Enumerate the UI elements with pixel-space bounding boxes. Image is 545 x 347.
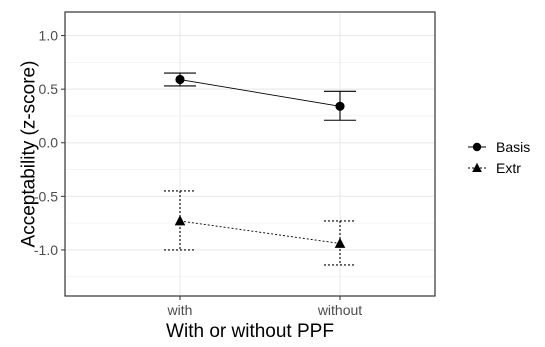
series-line-extr [179,220,341,244]
legend-label-extr: Extr [496,160,521,176]
data-point-extr [174,215,186,226]
data-marks [164,72,356,266]
panel-border [64,11,436,297]
x-axis-title: With or without PPF [166,321,334,342]
panel-background [65,12,435,296]
y-axis-title: Acceptability (z-score) [19,61,40,248]
data-point-basis [175,74,185,85]
series-extr [164,190,356,266]
plot-panel [64,11,436,297]
data-point-extr [334,237,346,248]
legend-label-basis: Basis [496,139,530,155]
legend-item-basis: Basis [468,139,530,155]
series-basis [164,72,356,121]
legend-marker-extr [472,162,482,172]
y-tick-label: 0.0 [39,135,59,151]
data-point-basis [335,101,345,111]
y-tick-label: -0.5 [34,188,58,204]
x-tick-label: with [167,302,193,318]
y-tick-label: 0.5 [39,81,59,97]
x-tick-label: without [317,302,362,318]
y-tick-label: 1.0 [39,28,59,44]
legend-item-extr: Extr [468,160,521,176]
x-axis: with without [167,296,362,318]
series-line-basis [179,79,341,107]
legend-marker-basis [472,142,482,152]
legend: Basis Extr [468,139,530,176]
y-tick-label: -1.0 [34,242,58,258]
y-axis: 1.0 0.5 0.0 -0.5 -1.0 [34,28,65,258]
